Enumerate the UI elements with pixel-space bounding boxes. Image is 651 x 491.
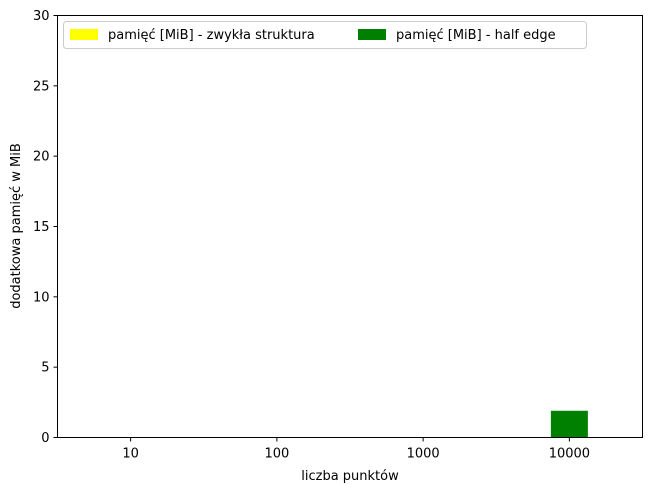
legend: pamięć [MiB] - zwykła struktura pamięć [… [63,21,587,49]
bars-group [550,410,588,438]
y-tick-label: 15 [33,220,50,235]
y-tick-label: 20 [33,150,50,165]
x-tick-label: 100 [264,447,289,462]
y-tick-label: 10 [33,290,50,305]
plot-frame [57,15,643,438]
x-axis: 10 100 1000 10000 [122,437,590,462]
legend-label-half-edge: pamięć [MiB] - half edge [396,28,556,43]
legend-swatch-zwykla-struktura [70,29,98,40]
x-tick-label: 10 [122,447,139,462]
y-tick-label: 5 [41,361,49,376]
x-axis-label: liczba punktów [301,469,399,484]
legend-frame [63,21,587,49]
y-axis-label: dodatkowa pamięć w MiB [9,143,24,309]
y-tick-label: 25 [33,79,50,94]
legend-label-zwykla-struktura: pamięć [MiB] - zwykła struktura [108,28,315,43]
x-tick-label: 1000 [407,447,440,462]
bar-series-1-cat-10000 [550,410,588,438]
y-tick-label: 0 [41,431,49,446]
y-tick-label: 30 [33,9,50,24]
x-tick-label: 10000 [549,447,590,462]
y-axis: 0 5 10 15 20 25 30 [33,9,58,446]
legend-swatch-half-edge [358,29,386,40]
